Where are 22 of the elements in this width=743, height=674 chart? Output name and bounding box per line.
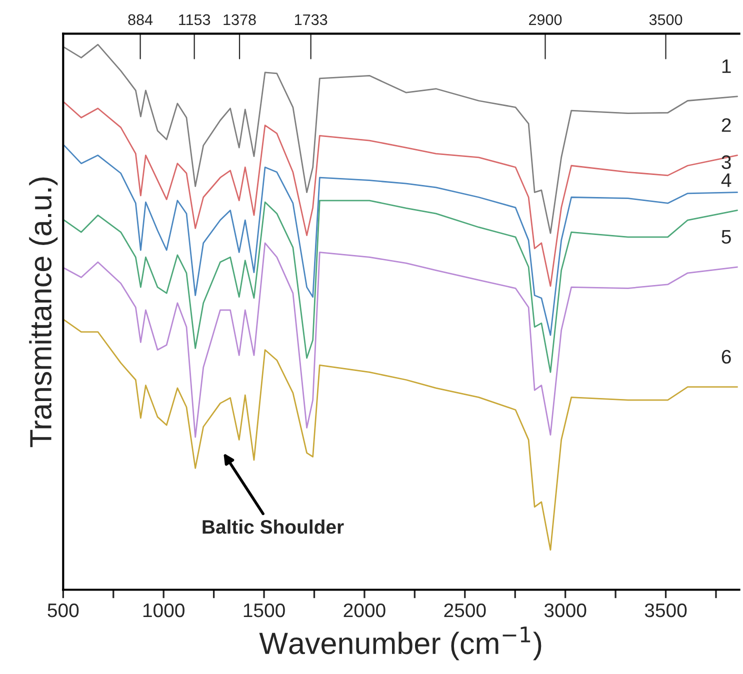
ref-line-label: 2900 (529, 14, 562, 26)
x-tick-label: 2000 (344, 603, 386, 618)
series-label: 5 (722, 230, 731, 244)
ref-line-label: 1733 (295, 14, 328, 26)
series-label: 3 (722, 155, 731, 170)
x-tick-label: 1000 (143, 603, 184, 618)
ref-line-label: 884 (128, 14, 153, 26)
x-tick-label: 1500 (244, 603, 285, 618)
series-label: 4 (721, 173, 732, 187)
y-axis-title: Transmittance (a.u.) (29, 177, 58, 448)
x-axis-title: Wavenumber (cm$^{−1}$) (259, 626, 542, 660)
x-tick-label: 3500 (644, 603, 687, 618)
annotation: Baltic Shoulder (202, 520, 344, 534)
ref-line-label: 1153 (179, 14, 210, 26)
ref-line-label: 3500 (649, 14, 682, 26)
x-tick-label: 3000 (544, 603, 586, 618)
series-label: 1 (722, 60, 731, 73)
ref-line-label: 1378 (224, 14, 256, 26)
x-tick-label: 2500 (444, 603, 486, 618)
series-label: 6 (722, 350, 731, 364)
series-label: 2 (722, 118, 731, 132)
x-tick-label: 500 (48, 603, 79, 618)
